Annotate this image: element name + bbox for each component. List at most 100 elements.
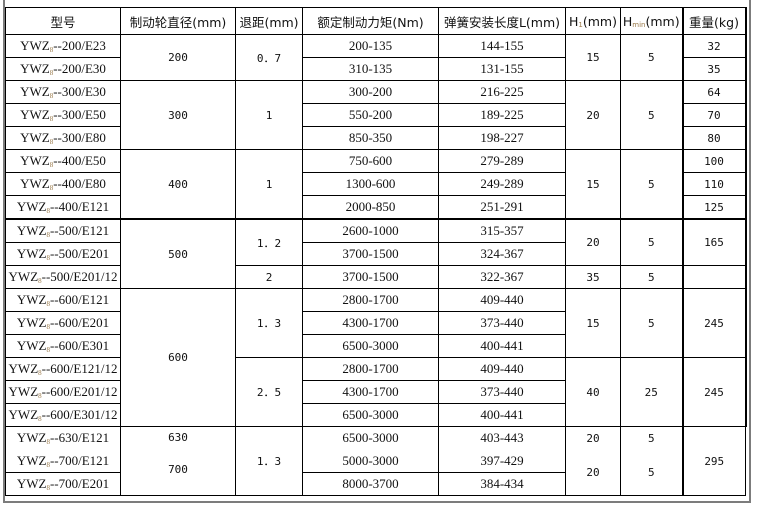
spring-length-cell: 373-440: [438, 311, 566, 335]
hmin-base: H: [622, 13, 633, 29]
h1-cell: 15: [565, 149, 621, 220]
torque-cell: 6500-3000: [302, 334, 439, 358]
torque-cell: 310-135: [302, 57, 439, 81]
hmin-cell: 5: [620, 149, 683, 220]
spring-length-cell: 144-155: [438, 34, 566, 58]
h1-cell: 15: [565, 34, 621, 81]
table-row: YWZ8--600/E201 4300-1700 373-440: [5, 311, 746, 335]
spring-length-cell: 131-155: [438, 57, 566, 81]
hmin-cell: 5: [620, 218, 683, 266]
model-cell: YWZ8--500/E201: [5, 242, 121, 266]
header-hmin: Hmin(mm): [620, 7, 683, 35]
torque-cell: 6500-3000: [302, 426, 439, 449]
spring-length-cell: 403-443: [438, 426, 566, 449]
h1-sub: 1: [578, 20, 583, 29]
model-cell: YWZ8--700/E121: [5, 449, 121, 473]
torque-cell: 6500-3000: [302, 403, 439, 427]
table-row: YWZ8--700/E121 5000-3000 397-429 20 5: [5, 449, 746, 496]
torque-cell: 2000-850: [302, 195, 439, 220]
retract-cell: 1: [235, 80, 303, 150]
retract-cell: 0．7: [235, 34, 303, 81]
table-row: YWZ8--400/E121 2000-850 251-291 125: [5, 195, 747, 220]
model-cell: YWZ8--600/E201/12: [5, 380, 121, 404]
weight-cell: 245: [681, 357, 747, 427]
retract-cell: 1．2: [235, 218, 303, 266]
torque-cell: 550-200: [302, 103, 439, 127]
h1-cell: 20: [565, 449, 621, 496]
model-cell: YWZ8--600/E301: [5, 334, 121, 358]
header-h1: H1(mm): [565, 7, 621, 35]
retract-cell: 2: [235, 265, 303, 289]
torque-cell: 3700-1500: [302, 242, 439, 266]
table-row: YWZ8--300/E50 550-200 189-225 70: [5, 103, 747, 127]
model-cell: YWZ8--200/E30: [5, 57, 121, 81]
diameter-cell: 630 700: [120, 426, 236, 496]
retract-cell: 1．3: [235, 426, 303, 496]
model-cell: YWZ8--400/E80: [5, 172, 121, 196]
retract-cell: 1: [235, 149, 303, 220]
torque-cell: 4300-1700: [302, 311, 439, 335]
diameter-cell: 300: [120, 80, 236, 150]
h1-cell: 20: [565, 426, 621, 449]
torque-cell: 5000-3000: [302, 449, 439, 473]
model-cell: YWZ8--600/E121: [5, 288, 121, 312]
spring-length-cell: 400-441: [438, 334, 566, 358]
weight-cell: 35: [681, 57, 747, 81]
spring-length-cell: 249-289: [438, 172, 566, 196]
weight-cell: 32: [681, 34, 747, 58]
header-torque: 额定制动力矩(Nm): [302, 7, 439, 35]
table-row: YWZ8--600/E301 6500-3000 400-441: [5, 334, 746, 358]
spring-length-cell: 216-225: [438, 80, 566, 104]
torque-cell: 2800-1700: [302, 288, 439, 312]
spring-length-cell: 279-289: [438, 149, 566, 173]
model-cell: YWZ8--700/E201: [5, 472, 121, 496]
hmin-unit: (mm): [645, 13, 680, 29]
spring-length-cell: 409-440: [438, 357, 566, 381]
model-cell: YWZ8--300/E30: [5, 80, 121, 104]
model-cell: YWZ8--500/E201/12: [5, 265, 121, 289]
torque-cell: 300-200: [302, 80, 439, 104]
model-cell: YWZ8--600/E301/12: [5, 403, 121, 427]
header-model: 型号: [5, 7, 121, 35]
weight-cell: 64: [681, 80, 747, 104]
table-row: YWZ8--500/E201 3700-1500 324-367: [5, 242, 746, 266]
spring-length-cell: 409-440: [438, 288, 566, 312]
model-cell: YWZ8--600/E121/12: [5, 357, 121, 381]
hmin-sub: min: [632, 20, 646, 29]
hmin-cell: 5: [620, 426, 683, 449]
weight-cell: 245: [681, 288, 747, 358]
weight-cell: [681, 265, 747, 289]
weight-cell: 125: [681, 195, 747, 220]
header-diameter: 制动轮直径(mm): [120, 7, 236, 35]
table-row: YWZ8--300/E30 300 1 300-200 216-225 20 5…: [5, 80, 747, 150]
h1-cell: 35: [565, 265, 621, 289]
spring-length-cell: 251-291: [438, 195, 566, 220]
table-row: YWZ8--600/E121 600 1．3 2800-1700 409-440…: [5, 288, 747, 427]
table-row: YWZ8--400/E50 400 1 750-600 279-289 15 5…: [5, 149, 747, 220]
table-row: YWZ8--400/E80 1300-600 249-289 110: [5, 172, 747, 196]
weight-cell: 80: [681, 126, 747, 150]
table-row: YWZ8--600/E201/12 4300-1700 373-440: [5, 380, 746, 404]
spring-length-cell: 324-367: [438, 242, 566, 266]
model-cell: YWZ8--600/E201: [5, 311, 121, 335]
spring-length-cell: 384-434: [438, 472, 566, 496]
hmin-cell: 5: [620, 265, 683, 289]
diameter-cell: 200: [120, 34, 236, 81]
table-row: YWZ8--200/E23 200 0．7 200-135 144-155 15…: [5, 34, 747, 81]
spring-length-cell: 397-429: [438, 449, 566, 473]
torque-cell: 200-135: [302, 34, 439, 58]
torque-cell: 4300-1700: [302, 380, 439, 404]
table-row: YWZ8--700/E201 8000-3700 384-434: [5, 472, 746, 496]
diameter-cell: 500: [120, 218, 236, 289]
h1-cell: 40: [565, 357, 621, 427]
table-row: YWZ8--600/E121/12 2．5 2800-1700 409-440 …: [5, 357, 747, 427]
spring-length-cell: 189-225: [438, 103, 566, 127]
diameter-cell: 400: [120, 149, 236, 220]
retract-cell: 2．5: [235, 357, 303, 427]
h1-cell: 20: [565, 218, 621, 266]
table-row: YWZ8--200/E30 310-135 131-155 35: [5, 57, 747, 81]
weight-cell: 110: [681, 172, 747, 196]
hmin-cell: 5: [620, 80, 683, 150]
diameter-630: 630: [168, 431, 188, 444]
spring-length-cell: 373-440: [438, 380, 566, 404]
